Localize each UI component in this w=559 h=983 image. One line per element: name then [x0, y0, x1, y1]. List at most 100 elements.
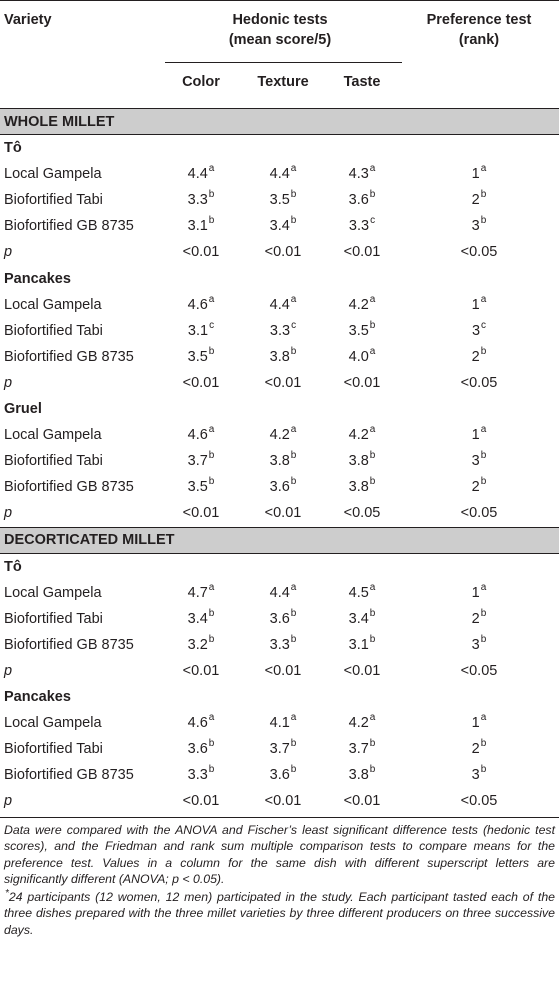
header-hedonic-line1: Hedonic tests: [232, 12, 328, 28]
taste-score-value: 4.2: [348, 296, 369, 313]
texture-score-value: 3.5: [269, 192, 290, 209]
dish-heading: Pancakes: [0, 684, 559, 710]
color-score: 4.4 a: [187, 163, 215, 183]
p-value-row: p <0.01 <0.01 <0.01 <0.05: [0, 788, 559, 814]
texture-score: 3.8 b: [269, 345, 297, 365]
header-variety: Variety: [4, 12, 52, 28]
p-rank: <0.05: [460, 793, 498, 810]
texture-score: 4.4 a: [269, 163, 297, 183]
header-hedonic: Hedonic tests (mean score/5): [160, 10, 400, 50]
table-row: Biofortified Tabi 3.4 b 3.6 b 3.4 b 2 b: [0, 606, 559, 632]
p-rank: <0.05: [460, 374, 498, 391]
p-label: p: [4, 244, 13, 261]
texture-score-value: 4.4: [269, 296, 290, 313]
table-row: Biofortified Tabi 3.7 b 3.8 b 3.8 b 3 b: [0, 448, 559, 474]
variety-name: Local Gampela: [4, 584, 102, 601]
taste-score: 4.3 a: [348, 163, 376, 183]
p-rank: <0.05: [460, 505, 498, 522]
color-score-value: 3.1: [187, 322, 209, 339]
color-score-value: 3.3: [187, 767, 208, 784]
color-score: 4.7 a: [187, 581, 215, 601]
variety-name: Local Gampela: [4, 427, 102, 444]
p-rank: <0.05: [460, 662, 498, 679]
variety-name: Biofortified GB 8735: [4, 479, 134, 496]
taste-score: 3.8 b: [348, 476, 376, 496]
color-score-value: 4.6: [187, 427, 208, 444]
taste-score-value: 3.4: [348, 610, 369, 627]
color-score-value: 4.6: [187, 296, 208, 313]
p-label: p: [4, 505, 13, 522]
variety-name: Biofortified Tabi: [4, 610, 103, 627]
texture-score-value: 3.6: [269, 479, 290, 496]
dish-heading: Tô: [0, 554, 559, 580]
preference-rank-value: 2: [471, 192, 480, 209]
p-rank: <0.05: [460, 244, 498, 261]
taste-score: 4.2 a: [348, 424, 376, 444]
table-row: Biofortified GB 8735 3.2 b 3.3 b 3.1 b 3 b: [0, 632, 559, 658]
texture-score-value: 4.2: [269, 427, 290, 444]
color-score: 4.6 a: [187, 712, 215, 732]
p-texture: <0.01: [264, 793, 302, 810]
dish-name: Pancakes: [4, 270, 71, 287]
taste-score-value: 3.3: [348, 218, 370, 235]
p-color: <0.01: [182, 793, 220, 810]
variety-name: Local Gampela: [4, 715, 102, 732]
color-score: 3.6 b: [187, 738, 215, 758]
header-taste: Taste: [343, 74, 381, 90]
taste-score: 4.0 a: [348, 345, 376, 365]
preference-rank-value: 1: [471, 584, 480, 601]
texture-score-value: 4.4: [269, 584, 290, 601]
color-score-value: 3.6: [187, 741, 208, 758]
preference-rank-value: 2: [471, 741, 480, 758]
p-value-row: p <0.01 <0.01 <0.05 <0.05: [0, 500, 559, 526]
taste-score-value: 3.8: [348, 453, 369, 470]
color-score-value: 3.3: [187, 192, 208, 209]
p-taste: <0.01: [343, 244, 381, 261]
texture-score-value: 3.7: [269, 741, 290, 758]
color-score-value: 3.7: [187, 453, 208, 470]
variety-name: Biofortified GB 8735: [4, 348, 134, 365]
table-row: Biofortified Tabi 3.3 b 3.5 b 3.6 b 2 b: [0, 187, 559, 213]
table-row: Local Gampela 4.7 a 4.4 a 4.5 a 1 a: [0, 580, 559, 606]
dish-heading: Tô: [0, 135, 559, 161]
section-title: WHOLE MILLET: [4, 113, 115, 130]
texture-score-value: 4.4: [269, 166, 290, 183]
p-value-row: p <0.01 <0.01 <0.01 <0.05: [0, 239, 559, 265]
texture-score: 3.6 b: [269, 476, 297, 496]
taste-score: 3.4 b: [348, 607, 376, 627]
variety-name: Biofortified Tabi: [4, 453, 103, 470]
section-header: WHOLE MILLET: [0, 109, 559, 134]
table-row: Biofortified GB 8735 3.5 b 3.6 b 3.8 b 2 b: [0, 474, 559, 500]
texture-score: 3.6 b: [269, 764, 297, 784]
color-score: 4.6 a: [187, 293, 215, 313]
taste-score-value: 3.8: [348, 479, 369, 496]
color-score-value: 4.4: [187, 166, 208, 183]
table-row: Local Gampela 4.6 a 4.1 a 4.2 a 1 a: [0, 710, 559, 736]
color-score-value: 4.6: [187, 715, 208, 732]
texture-score-value: 4.1: [269, 715, 290, 732]
bottom-rule: [0, 816, 559, 818]
dish-name: Tô: [4, 140, 22, 157]
section-title: DECORTICATED MILLET: [4, 532, 175, 548]
taste-score: 4.5 a: [348, 581, 376, 601]
preference-rank-value: 3: [471, 218, 480, 235]
taste-score: 3.5 b: [348, 319, 376, 339]
color-score: 3.3 b: [187, 189, 215, 209]
texture-score-value: 3.8: [269, 453, 290, 470]
texture-score: 3.7 b: [269, 738, 297, 758]
texture-score: 3.5 b: [269, 189, 297, 209]
texture-score: 3.8 b: [269, 450, 297, 470]
variety-name: Biofortified GB 8735: [4, 767, 134, 784]
header-preference-line2: (rank): [458, 32, 500, 48]
texture-score: 4.2 a: [269, 424, 297, 444]
variety-name: Local Gampela: [4, 166, 102, 183]
